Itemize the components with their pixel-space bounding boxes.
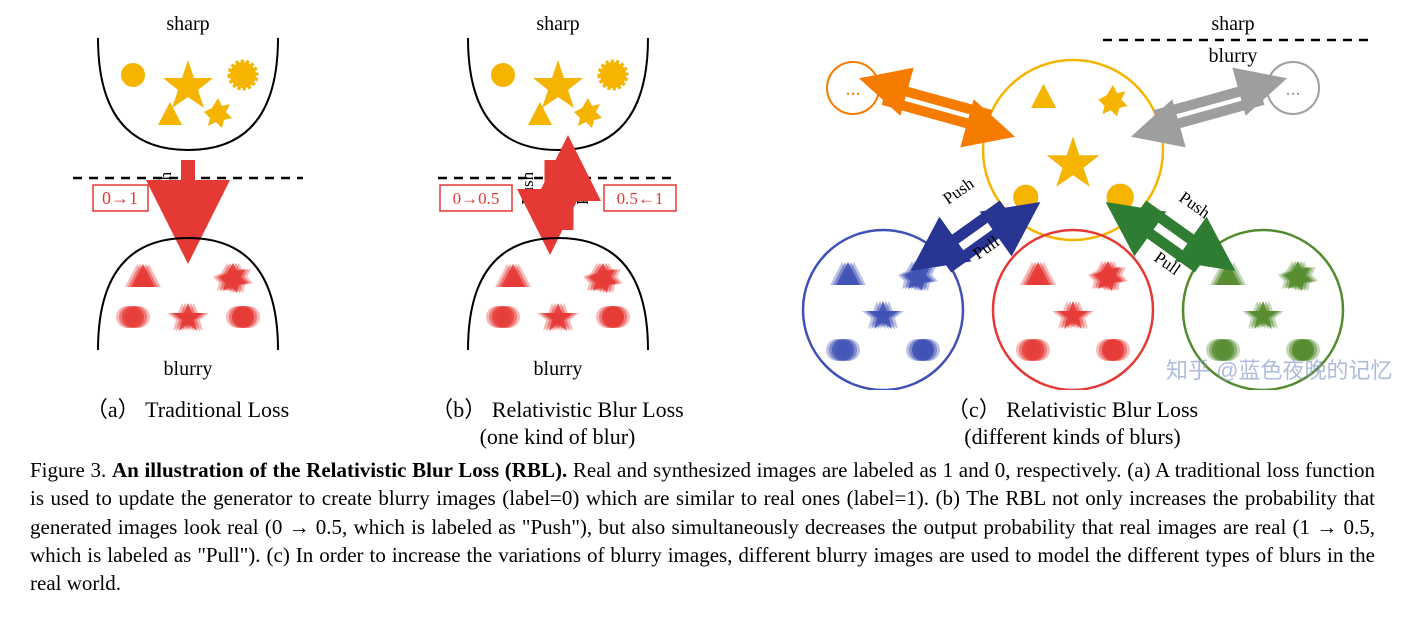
pull-label-b: Pull [573, 177, 592, 205]
blurry-shapes-green [1206, 261, 1320, 361]
sharp-label: sharp [166, 13, 209, 35]
blurry-shapes-red [1016, 261, 1130, 361]
pull-value-b: 0.5←1 [616, 189, 663, 208]
panel-c: sharp blurry ... ... [773, 10, 1373, 450]
panel-b-svg: sharp 0→0.5 0.5←1 Push Pull blurry [388, 10, 728, 390]
panel-a: sharp 0→1 Push blurry （a） Traditional Lo… [33, 10, 343, 424]
push-label: Push [156, 171, 175, 205]
blurry-label-c: blurry [1208, 45, 1257, 67]
blurry-bowl-b [468, 238, 648, 350]
center-sharp-shapes [1013, 84, 1134, 211]
push-label-c-green: Push [1175, 188, 1213, 223]
blurry-label: blurry [163, 358, 212, 380]
blurry-shapes-blue [826, 261, 940, 361]
blurry-bowl [98, 238, 278, 350]
panel-a-svg: sharp 0→1 Push blurry [33, 10, 343, 390]
blurry-shapes-b [486, 263, 630, 331]
sharp-shapes-group [121, 60, 256, 128]
sharp-label-c: sharp [1211, 13, 1254, 35]
push-label-c-blue: Push [939, 173, 977, 208]
figure-panels: sharp 0→1 Push blurry （a） Traditional Lo… [10, 10, 1395, 450]
push-label-b: Push [518, 171, 537, 205]
subcaption-a: （a） Traditional Loss [33, 392, 343, 424]
sharp-label-b: sharp [536, 13, 579, 35]
subcaption-c: （c） Relativistic Blur Loss (different ki… [773, 392, 1373, 450]
caption-title: An illustration of the Relativistic Blur… [112, 458, 567, 482]
figure-caption: Figure 3. An illustration of the Relativ… [30, 456, 1375, 598]
dots-orange: ... [845, 78, 860, 100]
push-value-b: 0→0.5 [452, 189, 499, 208]
panel-c-svg: sharp blurry ... ... [773, 10, 1373, 390]
panel-b: sharp 0→0.5 0.5←1 Push Pull blurry （b） R… [388, 10, 728, 450]
subcaption-b: （b） Relativistic Blur Loss (one kind of … [388, 392, 728, 450]
push-value: 0→1 [102, 188, 138, 208]
blurry-label-b: blurry [533, 358, 582, 380]
blurry-shapes-group [116, 263, 260, 331]
caption-fig-number: Figure 3. [30, 458, 106, 482]
dots-gray: ... [1285, 78, 1300, 100]
sharp-shapes-b [491, 60, 626, 128]
